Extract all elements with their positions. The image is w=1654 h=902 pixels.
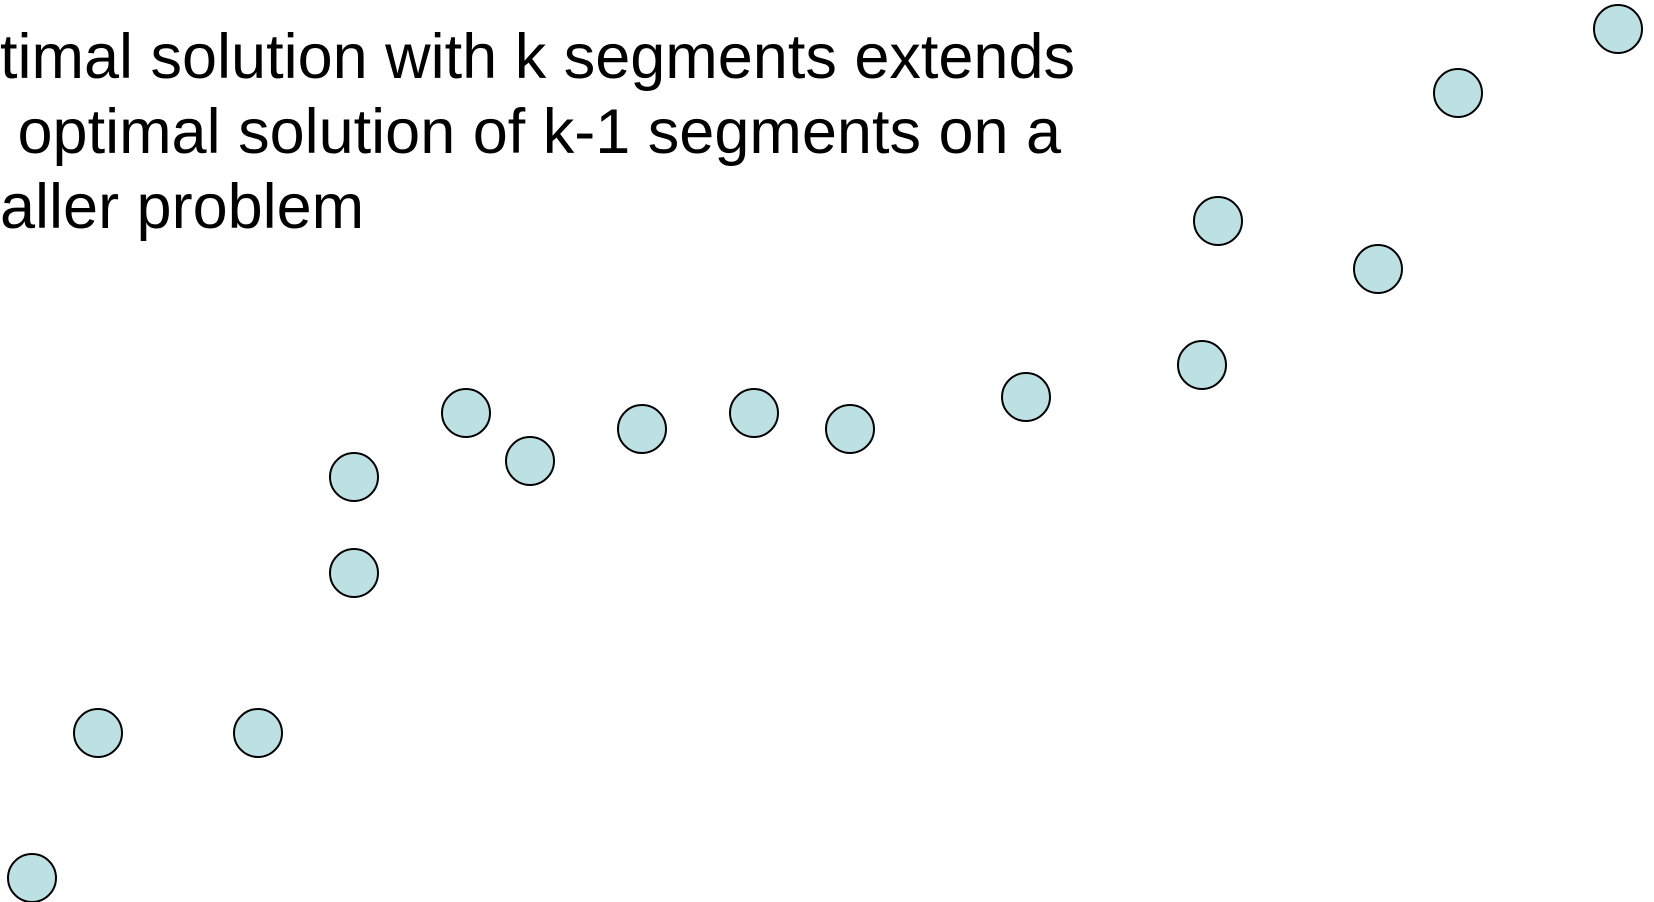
data-point — [729, 388, 779, 438]
data-point — [73, 708, 123, 758]
data-point — [825, 404, 875, 454]
data-point — [329, 548, 379, 598]
data-point — [1353, 244, 1403, 294]
statement-text: timal solution with k segments extends o… — [0, 20, 1075, 245]
statement-line-1: timal solution with k segments extends — [0, 22, 1075, 92]
data-point — [1001, 372, 1051, 422]
data-point — [1433, 68, 1483, 118]
data-point — [7, 853, 57, 902]
data-point — [1193, 196, 1243, 246]
data-point — [441, 388, 491, 438]
data-point — [505, 436, 555, 486]
statement-line-3: aller problem — [0, 172, 365, 242]
data-point — [1177, 340, 1227, 390]
data-point — [1593, 4, 1643, 54]
statement-line-2: optimal solution of k-1 segments on a — [0, 97, 1062, 167]
data-point — [617, 404, 667, 454]
data-point — [329, 452, 379, 502]
data-point — [233, 708, 283, 758]
